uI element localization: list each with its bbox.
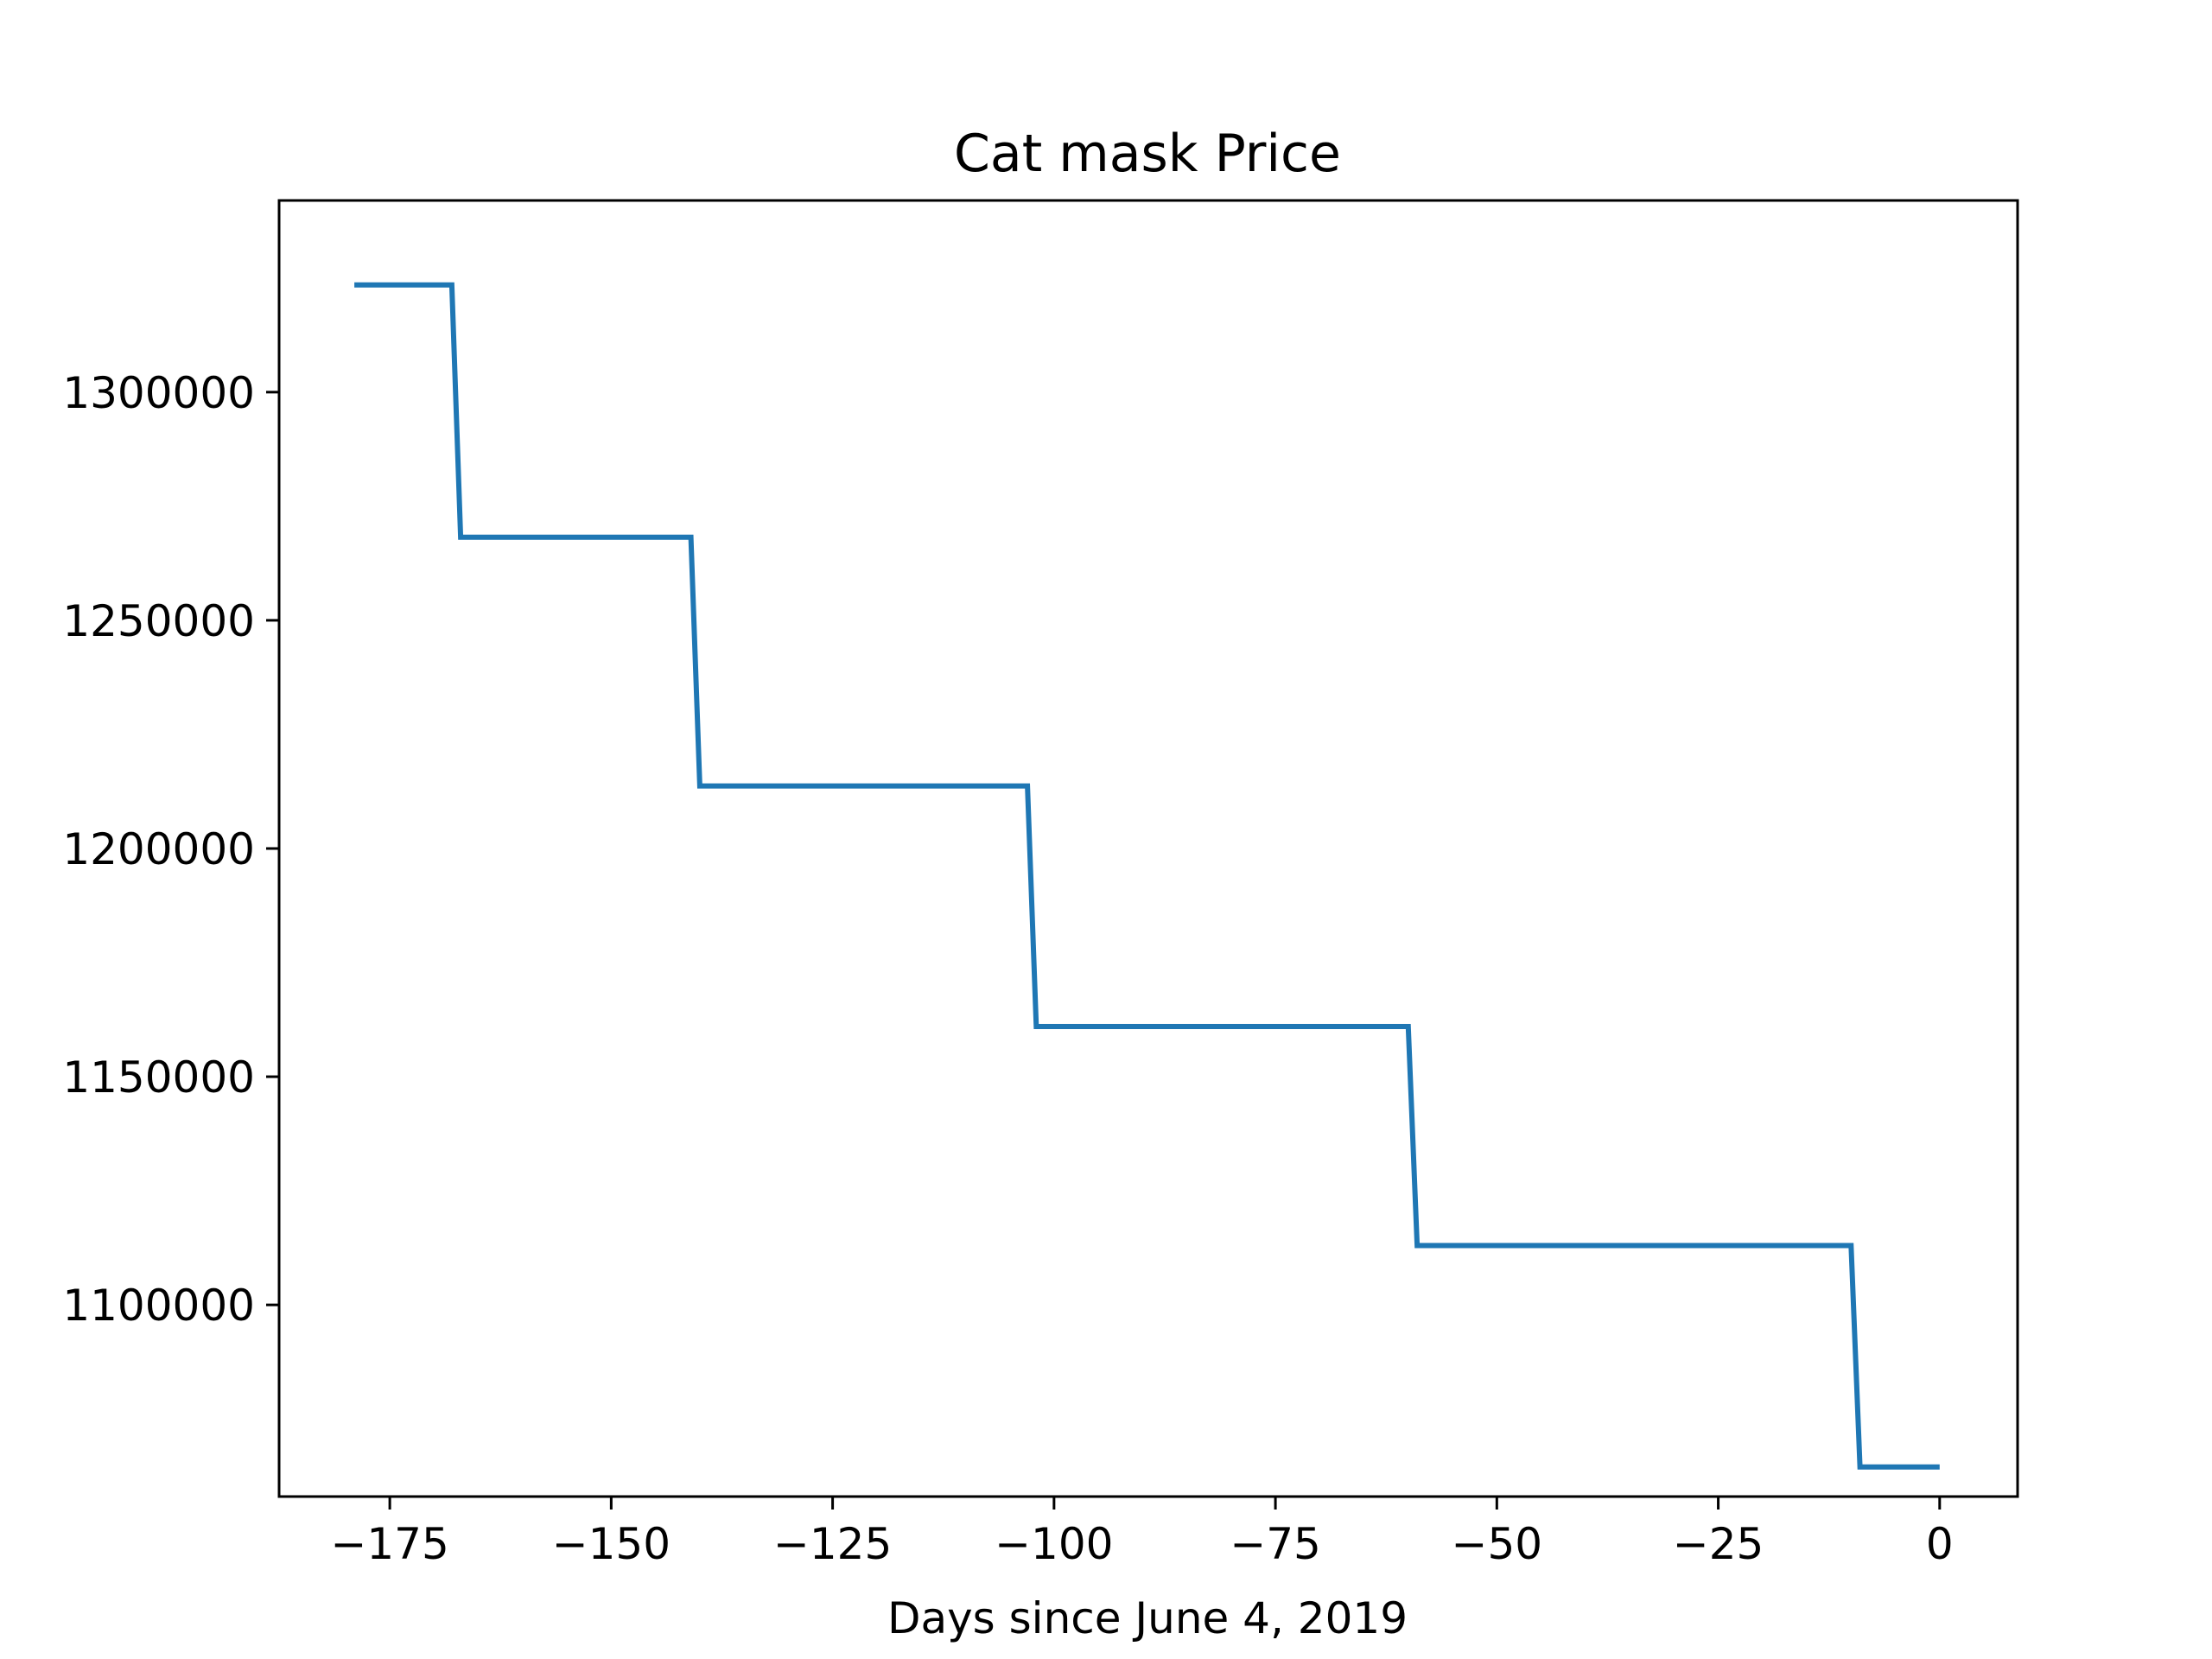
x-tick-label: −75 <box>1230 1519 1321 1569</box>
y-tick-label: 1100000 <box>62 1281 255 1331</box>
series-line-0 <box>354 282 1940 1470</box>
x-tick-label: −150 <box>552 1519 671 1569</box>
x-axis-label: Days since June 4, 2019 <box>887 1593 1408 1643</box>
plot-area <box>354 282 1940 1470</box>
x-tick-label: −25 <box>1673 1519 1764 1569</box>
y-tick-label: 1250000 <box>62 596 255 646</box>
chart-title: Cat mask Price <box>954 124 1341 184</box>
x-tick-label: −125 <box>773 1519 892 1569</box>
x-tick-label: −50 <box>1452 1519 1543 1569</box>
x-axis: −175 −150 −125 −100 −75 −50 −25 0 <box>330 1497 1954 1569</box>
y-axis: 1100000 1150000 1200000 1250000 1300000 <box>62 368 279 1331</box>
y-tick-label: 1300000 <box>62 368 255 418</box>
x-tick-label: −175 <box>330 1519 448 1569</box>
x-tick-label: 0 <box>1926 1519 1954 1569</box>
y-tick-label: 1200000 <box>62 824 255 874</box>
x-tick-label: −100 <box>995 1519 1113 1569</box>
y-tick-label: 1150000 <box>62 1052 255 1103</box>
